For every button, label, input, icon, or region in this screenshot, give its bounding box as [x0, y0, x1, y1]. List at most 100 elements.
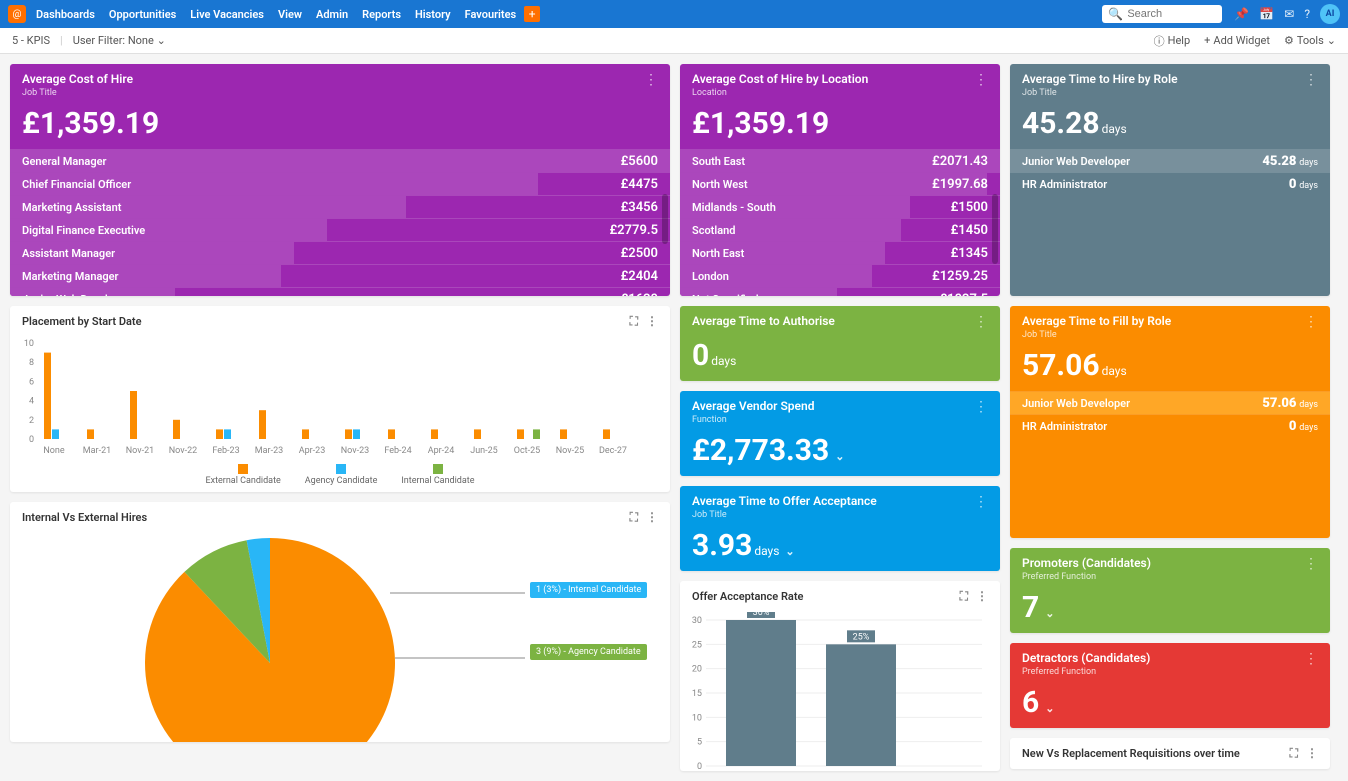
- bar-label: Chief Financial Officer: [22, 178, 131, 191]
- nav-item[interactable]: Reports: [362, 8, 401, 21]
- widget-menu-icon[interactable]: ⋮: [644, 72, 658, 88]
- avatar[interactable]: AI: [1320, 4, 1340, 24]
- bar-row[interactable]: HR Administrator0 days: [1010, 172, 1330, 195]
- legend-item: External Candidate: [205, 464, 280, 486]
- nav-item[interactable]: Live Vacancies: [190, 8, 264, 21]
- widget-menu-icon[interactable]: ⋮: [1304, 556, 1318, 572]
- chevron-down-icon[interactable]: ⌄: [835, 450, 844, 463]
- bar-row[interactable]: London£1259.25: [680, 264, 1000, 287]
- chevron-down-icon[interactable]: ⌄: [785, 545, 794, 558]
- nav-item[interactable]: View: [278, 8, 302, 21]
- bar-row[interactable]: HR Administrator0 days: [1010, 414, 1330, 437]
- bar-row[interactable]: Junior Web Developer45.28 days: [1010, 149, 1330, 172]
- expand-icon[interactable]: ⛶: [1290, 746, 1298, 761]
- svg-text:0: 0: [29, 435, 34, 445]
- tools-link[interactable]: ⚙ Tools ⌄: [1284, 34, 1336, 47]
- svg-text:25%: 25%: [853, 632, 870, 642]
- widget-subtitle: Preferred Function: [1022, 667, 1150, 677]
- widget-menu-icon[interactable]: ⋮: [646, 510, 658, 525]
- bar-row[interactable]: Junior Web Developer£1620: [10, 287, 670, 296]
- widget-title: Detractors (Candidates): [1022, 651, 1150, 665]
- nav-item[interactable]: Dashboards: [36, 8, 95, 21]
- add-button[interactable]: +: [524, 6, 540, 22]
- mail-icon[interactable]: ✉: [1284, 7, 1294, 21]
- svg-text:Dec-27: Dec-27: [599, 446, 627, 456]
- nav-item[interactable]: Admin: [316, 8, 348, 21]
- bar-row[interactable]: Marketing Assistant£3456: [10, 195, 670, 218]
- widget-subtitle: Job Title: [1022, 88, 1178, 98]
- svg-text:Nov-25: Nov-25: [556, 446, 584, 456]
- widget-menu-icon[interactable]: ⋮: [976, 589, 988, 604]
- svg-text:Apr-24: Apr-24: [428, 446, 455, 456]
- scrollbar-thumb[interactable]: [662, 194, 668, 244]
- bar-row[interactable]: Scotland£1450: [680, 218, 1000, 241]
- bar-label: Marketing Manager: [22, 270, 119, 283]
- bar-row[interactable]: Not Specified£1037.5: [680, 287, 1000, 296]
- widget-menu-icon[interactable]: ⋮: [1304, 314, 1318, 330]
- nav-item[interactable]: Opportunities: [109, 8, 176, 21]
- widget-offer-rate: Offer Acceptance Rate⛶⋮ 05101520253030%2…: [680, 581, 1000, 771]
- widget-menu-icon[interactable]: ⋮: [1304, 651, 1318, 667]
- bar-row[interactable]: Digital Finance Executive£2779.5: [10, 218, 670, 241]
- nav-item[interactable]: History: [415, 8, 451, 21]
- svg-text:Apr-23: Apr-23: [299, 446, 326, 456]
- widget-title: Promoters (Candidates): [1022, 556, 1151, 570]
- widget-menu-icon[interactable]: ⋮: [1304, 72, 1318, 88]
- widget-menu-icon[interactable]: ⋮: [974, 314, 988, 330]
- bar-row[interactable]: General Manager£5600: [10, 149, 670, 172]
- app-logo[interactable]: @: [8, 5, 26, 23]
- widget-vendor: Average Vendor SpendFunction⋮ £2,773.33⌄: [680, 391, 1000, 476]
- widget-subtitle: Job Title: [692, 510, 877, 520]
- bar-label: Not Specified: [692, 293, 759, 297]
- widget-menu-icon[interactable]: ⋮: [974, 399, 988, 415]
- svg-text:4: 4: [29, 397, 34, 407]
- widget-menu-icon[interactable]: ⋮: [646, 314, 658, 329]
- add-widget-link[interactable]: + Add Widget: [1204, 34, 1270, 47]
- svg-text:25: 25: [692, 640, 702, 650]
- pie-label-internal: 1 (3%) - Internal Candidate: [530, 582, 647, 598]
- search-box[interactable]: 🔍: [1102, 5, 1222, 23]
- svg-text:None: None: [43, 446, 65, 456]
- top-nav: @ Dashboards Opportunities Live Vacancies V…: [0, 0, 1348, 28]
- bar-row[interactable]: North East £1345: [680, 241, 1000, 264]
- bar-row[interactable]: Assistant Manager£2500: [10, 241, 670, 264]
- user-filter[interactable]: User Filter: None ⌄: [73, 34, 166, 47]
- search-input[interactable]: [1127, 8, 1217, 20]
- widget-menu-icon[interactable]: ⋮: [974, 72, 988, 88]
- expand-icon[interactable]: ⛶: [630, 510, 638, 525]
- bar-row[interactable]: Midlands - South£1500: [680, 195, 1000, 218]
- bar-value: £2404: [621, 269, 658, 284]
- bar-label: Digital Finance Executive: [22, 224, 145, 237]
- bar-row[interactable]: Junior Web Developer57.06 days: [1010, 391, 1330, 414]
- bar-row[interactable]: North West£1997.68: [680, 172, 1000, 195]
- bar-row[interactable]: Chief Financial Officer£4475: [10, 172, 670, 195]
- pin-icon[interactable]: 📌: [1234, 7, 1249, 21]
- chevron-down-icon[interactable]: ⌄: [1045, 702, 1054, 715]
- help-icon[interactable]: ?: [1304, 7, 1310, 21]
- bar-label: North East: [692, 247, 744, 260]
- expand-icon[interactable]: ⛶: [960, 589, 968, 604]
- bar-value: £1345: [951, 246, 988, 261]
- svg-text:6: 6: [29, 377, 34, 387]
- widget-title: Average Time to Fill by Role: [1022, 314, 1171, 328]
- topnav-right-icons: 📌 📅 ✉ ? AI: [1234, 4, 1340, 24]
- nav-items: Dashboards Opportunities Live Vacancies Vie…: [36, 8, 516, 21]
- widget-authorise: Average Time to Authorise⋮ 0days: [680, 306, 1000, 381]
- scrollbar-thumb[interactable]: [992, 194, 998, 264]
- widget-menu-icon[interactable]: ⋮: [1306, 746, 1318, 761]
- bar-row[interactable]: Marketing Manager £2404: [10, 264, 670, 287]
- svg-text:Mar-23: Mar-23: [255, 446, 283, 456]
- svg-text:Nov-23: Nov-23: [341, 446, 369, 456]
- placement-chart: 0246810NoneMar-21Nov-21Nov-22Feb-23Mar-2…: [10, 337, 650, 457]
- svg-text:2: 2: [29, 416, 34, 426]
- breadcrumb[interactable]: 5 - KPIS: [12, 34, 50, 47]
- help-link[interactable]: ⓘ Help: [1154, 33, 1191, 49]
- widget-detractors: Detractors (Candidates) Preferred Functio…: [1010, 643, 1330, 728]
- bar-row[interactable]: South East£2071.43: [680, 149, 1000, 172]
- bar-label: HR Administrator: [1022, 420, 1107, 433]
- nav-item[interactable]: Favourites: [465, 8, 517, 21]
- calendar-icon[interactable]: 📅: [1259, 7, 1274, 21]
- widget-menu-icon[interactable]: ⋮: [974, 494, 988, 510]
- expand-icon[interactable]: ⛶: [630, 314, 638, 329]
- chevron-down-icon[interactable]: ⌄: [1045, 607, 1054, 620]
